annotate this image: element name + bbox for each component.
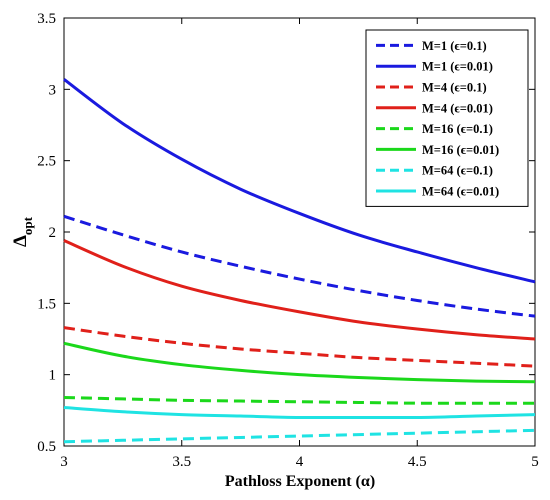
legend-box	[365, 29, 529, 207]
legend-label: M=64 (ϵ=0.01)	[422, 185, 499, 199]
series-lines	[63, 78, 536, 444]
y-tick-label: 2	[49, 225, 57, 241]
legend-label: M=16 (ϵ=0.1)	[422, 122, 493, 136]
y-tick-label: 3	[49, 82, 57, 98]
y-axis-label-subscript: opt	[20, 216, 35, 235]
y-tick-label: 1.5	[37, 296, 56, 312]
x-tick-label: 4	[296, 454, 304, 470]
series-line-5	[63, 395, 535, 405]
series-line-3	[63, 326, 536, 368]
series-line-4	[63, 239, 536, 341]
y-tick-label: 0.5	[37, 439, 56, 455]
y-tick-label: 3.5	[37, 11, 56, 27]
legend-label: M=1 (ϵ=0.01)	[422, 60, 493, 74]
legend-label: M=4 (ϵ=0.01)	[422, 101, 493, 115]
series-line-8	[63, 405, 536, 420]
x-axis-label: Pathloss Exponent (α)	[225, 473, 375, 490]
y-axis: 0.5 1 1.5 2 2.5 3 3.5	[37, 11, 535, 455]
x-tick-label: 5	[531, 454, 539, 470]
legend-label: M=16 (ϵ=0.01)	[422, 143, 499, 157]
series-line-7	[63, 428, 536, 444]
y-tick-label: 1	[49, 368, 57, 384]
series-line-6	[63, 341, 536, 384]
y-axis-label-main: Δ	[10, 235, 31, 247]
x-tick-label: 4.5	[408, 454, 427, 470]
x-tick-label: 3.5	[172, 454, 191, 470]
series-line-1	[63, 214, 536, 318]
legend: M=1 (ϵ=0.1) M=1 (ϵ=0.01) M=4 (ϵ=0.1) M=4 (ϵ…	[365, 29, 529, 207]
x-axis: 3 3.5 4 4.5 5	[60, 18, 539, 470]
legend-label: M=4 (ϵ=0.1)	[422, 81, 487, 95]
legend-label: M=1 (ϵ=0.1)	[422, 39, 487, 53]
legend-label: M=64 (ϵ=0.1)	[422, 164, 493, 178]
series-line-2	[63, 78, 536, 284]
y-axis-label: Δopt	[10, 216, 35, 247]
y-tick-label: 2.5	[37, 154, 56, 170]
y-axis-label-group: Δopt	[10, 216, 35, 247]
x-tick-label: 3	[60, 454, 68, 470]
